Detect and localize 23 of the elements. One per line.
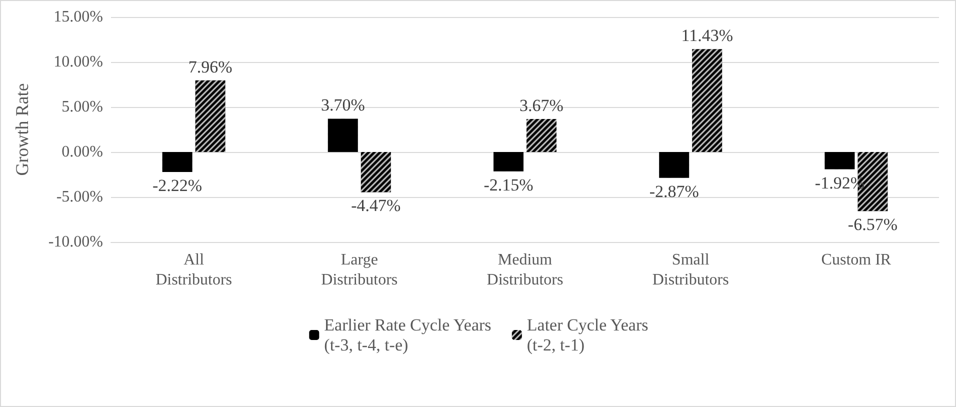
y-tick-label: 10.00% [54, 54, 103, 70]
legend-label: Later Cycle Years (t-2, t-1) [526, 316, 648, 354]
x-tick-label: Medium Distributors [486, 252, 564, 288]
y-axis-title: Growth Rate [12, 83, 32, 176]
x-tick-label: All Distributors [156, 252, 232, 288]
y-tick-label: -10.00% [48, 234, 103, 250]
y-tick-label: 5.00% [62, 98, 103, 116]
y-tick-label: 0.00% [62, 144, 103, 160]
y-tick-label: -5.00% [56, 188, 103, 206]
y-tick-label: 15.00% [54, 8, 103, 26]
data-label: -2.22% [152, 176, 202, 195]
data-label: -6.57% [848, 215, 898, 234]
data-label: -4.47% [351, 196, 401, 216]
legend-label: Earlier Rate Cycle Years (t-3, t-4, t-e) [324, 316, 492, 354]
x-tick-label: Large Distributors [321, 252, 398, 288]
data-label: 3.67% [520, 96, 564, 115]
x-tick-label: Small Distributors [652, 252, 729, 288]
x-tick-label: Custom IR [821, 252, 892, 268]
data-label: 11.43% [681, 26, 733, 46]
data-label: -2.15% [484, 175, 534, 194]
data-label: -2.87% [649, 182, 699, 201]
data-label: 7.96% [188, 57, 232, 76]
data-label: 3.70% [320, 96, 365, 115]
